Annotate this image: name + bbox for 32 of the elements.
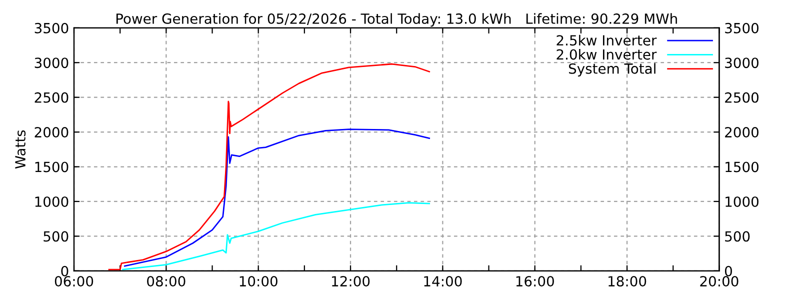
y-tick-label: 2000 (34, 127, 68, 138)
x-tick-label: 18:00 (608, 276, 646, 287)
chart-title: Power Generation for 05/22/2026 - Total Today: 13.0 kWh Lifetime: 90.229 MWh (116, 13, 677, 27)
x-tick-label: 08:00 (147, 276, 186, 287)
y2-tick-label: 3500 (725, 22, 758, 34)
legend-label: 2.5kw Inverter (556, 34, 657, 46)
y-tick-label: 1000 (35, 196, 68, 207)
legend-label: System Total (568, 63, 656, 77)
y2-tick-label: 1500 (726, 162, 758, 172)
y-tick-label: 2500 (34, 92, 68, 103)
line-series (124, 128, 430, 267)
y-tick-label: 3500 (34, 22, 68, 34)
y-tick-label: 3000 (34, 58, 68, 68)
x-tick-label: 06:00 (54, 276, 94, 287)
x-tick-label: 12:00 (332, 276, 370, 287)
y2-tick-label: 0 (724, 266, 732, 276)
y-tick-label: 500 (44, 231, 68, 242)
x-tick-label: 20:00 (700, 276, 738, 287)
legend-label: 2.0kw Inverter (556, 48, 657, 60)
y-axis-title: Watts (15, 130, 26, 169)
y2-tick-label: 3000 (725, 58, 758, 68)
x-tick-label: 10:00 (240, 276, 278, 287)
y2-tick-label: 1000 (726, 196, 758, 207)
y-tick-label: 0 (61, 266, 68, 276)
x-tick-label: 16:00 (516, 276, 554, 287)
y-tick-label: 1500 (35, 162, 68, 172)
y2-tick-label: 2000 (725, 127, 758, 138)
line-series (108, 63, 430, 270)
x-tick-label: 14:00 (424, 276, 462, 287)
line-series (122, 202, 430, 270)
y2-tick-label: 2500 (725, 92, 758, 103)
y2-tick-label: 500 (725, 231, 750, 242)
